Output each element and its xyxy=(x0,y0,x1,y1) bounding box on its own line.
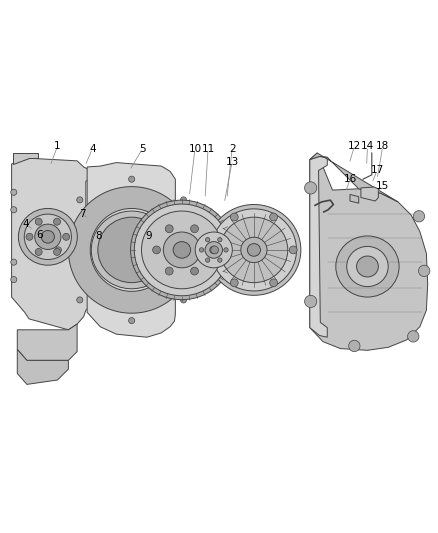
Text: 10: 10 xyxy=(188,143,201,154)
Circle shape xyxy=(199,248,204,252)
Ellipse shape xyxy=(91,211,172,289)
Circle shape xyxy=(77,297,83,303)
Polygon shape xyxy=(17,324,77,360)
Ellipse shape xyxy=(241,237,267,263)
Circle shape xyxy=(11,207,17,213)
Circle shape xyxy=(35,248,42,255)
Circle shape xyxy=(202,247,208,253)
Circle shape xyxy=(230,279,238,287)
Text: 2: 2 xyxy=(229,143,235,154)
Ellipse shape xyxy=(35,224,61,249)
Text: 18: 18 xyxy=(376,141,389,151)
Ellipse shape xyxy=(195,232,232,268)
Circle shape xyxy=(205,258,210,262)
Text: 14: 14 xyxy=(361,141,374,151)
Text: 16: 16 xyxy=(343,174,357,184)
Text: 17: 17 xyxy=(371,165,384,175)
Ellipse shape xyxy=(141,211,222,289)
Ellipse shape xyxy=(212,209,297,291)
Text: 15: 15 xyxy=(376,181,389,191)
Circle shape xyxy=(53,248,60,255)
Circle shape xyxy=(11,277,17,282)
Text: 9: 9 xyxy=(146,231,152,241)
Ellipse shape xyxy=(131,200,233,300)
Circle shape xyxy=(11,259,17,265)
Circle shape xyxy=(211,246,219,254)
Circle shape xyxy=(165,267,173,275)
Circle shape xyxy=(26,233,33,240)
Circle shape xyxy=(224,248,228,252)
Circle shape xyxy=(77,197,83,203)
Polygon shape xyxy=(361,187,378,201)
Text: 1: 1 xyxy=(54,141,61,151)
Ellipse shape xyxy=(98,217,166,282)
Circle shape xyxy=(165,225,173,233)
Circle shape xyxy=(180,297,187,303)
Ellipse shape xyxy=(134,204,230,296)
Text: 12: 12 xyxy=(348,141,361,151)
Text: 4: 4 xyxy=(89,143,95,154)
Text: 4: 4 xyxy=(23,219,29,229)
Circle shape xyxy=(53,218,60,225)
Circle shape xyxy=(11,189,17,195)
Ellipse shape xyxy=(205,241,223,258)
Circle shape xyxy=(129,318,135,324)
Circle shape xyxy=(230,213,238,221)
Ellipse shape xyxy=(210,246,218,254)
Polygon shape xyxy=(310,157,327,337)
Ellipse shape xyxy=(220,217,288,282)
Polygon shape xyxy=(13,153,38,164)
Ellipse shape xyxy=(357,256,378,277)
Ellipse shape xyxy=(347,246,388,287)
Ellipse shape xyxy=(24,214,71,260)
Circle shape xyxy=(289,246,297,254)
Circle shape xyxy=(270,279,278,287)
Ellipse shape xyxy=(207,205,301,295)
Circle shape xyxy=(191,267,198,275)
Circle shape xyxy=(408,330,419,342)
Text: 7: 7 xyxy=(79,209,86,219)
Circle shape xyxy=(129,176,135,182)
Text: 13: 13 xyxy=(226,157,239,167)
Circle shape xyxy=(349,340,360,352)
Circle shape xyxy=(413,211,425,222)
Circle shape xyxy=(180,197,187,203)
Circle shape xyxy=(152,246,160,254)
Polygon shape xyxy=(12,158,92,330)
Circle shape xyxy=(203,246,211,254)
Polygon shape xyxy=(350,195,359,203)
Circle shape xyxy=(63,233,70,240)
Circle shape xyxy=(419,265,430,277)
Circle shape xyxy=(218,238,222,242)
Text: 5: 5 xyxy=(139,143,146,154)
Polygon shape xyxy=(17,350,68,384)
Ellipse shape xyxy=(336,236,399,297)
Circle shape xyxy=(205,238,210,242)
Ellipse shape xyxy=(247,244,261,256)
Text: 6: 6 xyxy=(37,230,43,240)
Circle shape xyxy=(218,258,222,262)
Polygon shape xyxy=(87,163,175,337)
Ellipse shape xyxy=(173,241,191,258)
Circle shape xyxy=(191,225,198,233)
Circle shape xyxy=(35,218,42,225)
Polygon shape xyxy=(310,153,398,202)
Text: 8: 8 xyxy=(95,231,102,241)
Polygon shape xyxy=(68,187,191,313)
Ellipse shape xyxy=(163,232,201,268)
Circle shape xyxy=(270,213,278,221)
Ellipse shape xyxy=(18,208,78,265)
Ellipse shape xyxy=(41,230,54,243)
Circle shape xyxy=(304,295,317,308)
Circle shape xyxy=(304,182,317,194)
Text: 11: 11 xyxy=(201,143,215,154)
Polygon shape xyxy=(310,153,427,350)
Circle shape xyxy=(55,247,61,253)
